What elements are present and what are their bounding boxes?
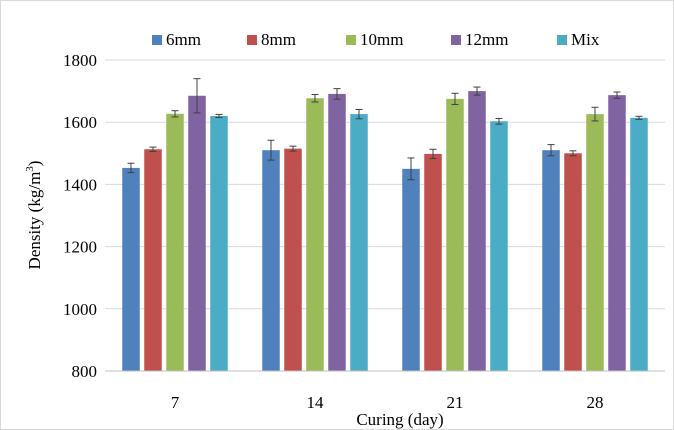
bar-12mm-day-7 <box>188 95 206 371</box>
error-bars <box>127 78 643 181</box>
y-tick-label: 1400 <box>63 175 97 194</box>
bar-Mix-day-14 <box>350 114 368 371</box>
legend-swatch-10mm <box>346 35 356 45</box>
x-tick-labels: 7 14 21 28 <box>171 393 604 412</box>
legend-swatch-Mix <box>557 35 567 45</box>
x-tick-label: 28 <box>587 393 604 412</box>
legend-label-Mix: Mix <box>571 30 600 49</box>
y-axis-title: Density (kg/m3) <box>24 161 44 270</box>
legend-label-10mm: 10mm <box>360 30 403 49</box>
legend-swatch-8mm <box>247 35 257 45</box>
y-tick-label: 1800 <box>63 51 97 70</box>
bar-6mm-day-21 <box>402 168 420 371</box>
bar-10mm-day-14 <box>306 98 324 372</box>
x-tick-label: 7 <box>171 393 180 412</box>
bar-8mm-day-21 <box>424 153 442 371</box>
bar-8mm-day-28 <box>564 153 582 371</box>
x-axis-title: Curing (day) <box>356 410 443 429</box>
legend-label-8mm: 8mm <box>261 30 296 49</box>
x-tick-label: 21 <box>447 393 464 412</box>
bars <box>122 91 648 372</box>
legend: 6mm 8mm 10mm 12mm Mix <box>152 30 600 49</box>
legend-label-6mm: 6mm <box>166 30 201 49</box>
y-tick-label: 1000 <box>63 300 97 319</box>
bar-8mm-day-7 <box>144 149 162 371</box>
bar-12mm-day-21 <box>468 91 486 371</box>
y-axis-title-superscript: 3 <box>24 166 36 172</box>
bar-6mm-day-7 <box>122 167 140 371</box>
x-tick-label: 14 <box>307 393 325 412</box>
bar-Mix-day-21 <box>490 121 508 371</box>
bar-Mix-day-28 <box>630 117 648 371</box>
bar-10mm-day-21 <box>446 98 464 371</box>
bar-10mm-day-7 <box>166 113 184 371</box>
bar-10mm-day-28 <box>586 114 604 371</box>
y-tick-label: 1200 <box>63 238 97 257</box>
bar-12mm-day-14 <box>328 93 346 372</box>
y-tick-labels: 800 1000 1200 1400 1600 1800 <box>63 51 97 381</box>
y-tick-label: 800 <box>72 362 98 381</box>
bar-6mm-day-28 <box>542 150 560 371</box>
bar-8mm-day-14 <box>284 148 302 371</box>
y-tick-label: 1600 <box>63 113 97 132</box>
bar-Mix-day-7 <box>210 115 228 371</box>
bar-12mm-day-28 <box>608 95 626 371</box>
legend-label-12mm: 12mm <box>465 30 508 49</box>
y-axis-title-suffix: ) <box>25 161 44 167</box>
bar-6mm-day-14 <box>262 150 280 371</box>
y-axis-title-main: Density (kg/m <box>25 172 44 270</box>
legend-swatch-6mm <box>152 35 162 45</box>
legend-swatch-12mm <box>451 35 461 45</box>
